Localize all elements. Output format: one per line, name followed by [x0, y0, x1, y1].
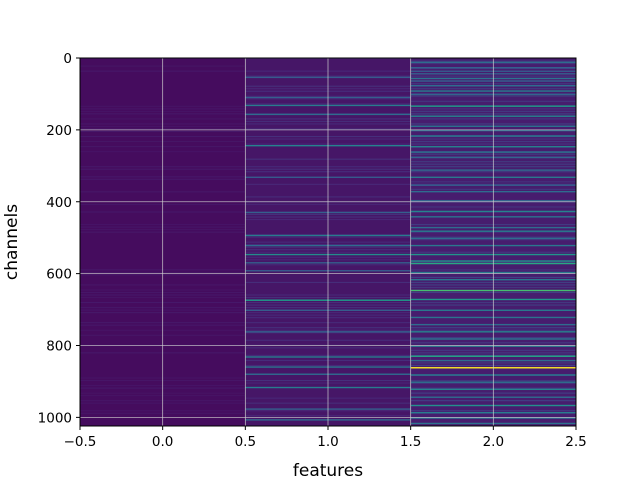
x-axis-ticks: −0.5 0.0 0.5 1.0 1.5 2.0 2.5: [64, 426, 587, 450]
x-tick-label: 0.5: [235, 434, 256, 450]
x-tick-label: 2.5: [565, 434, 586, 450]
y-tick-label: 0: [63, 51, 72, 67]
x-tick-label: −0.5: [64, 434, 97, 450]
y-tick-label: 800: [46, 339, 72, 355]
x-tick-label: 2.0: [483, 434, 504, 450]
y-tick-label: 600: [46, 267, 72, 283]
x-tick-label: 0.0: [152, 434, 173, 450]
x-axis-label: features: [293, 461, 363, 480]
y-axis-ticks: 0 200 400 600 800 1000: [38, 51, 80, 426]
x-tick-label: 1.0: [317, 434, 338, 450]
y-tick-label: 400: [46, 195, 72, 211]
y-tick-label: 200: [46, 123, 72, 139]
y-axis-label: channels: [2, 204, 22, 280]
x-tick-label: 1.5: [400, 434, 421, 450]
y-tick-label: 1000: [38, 410, 72, 426]
